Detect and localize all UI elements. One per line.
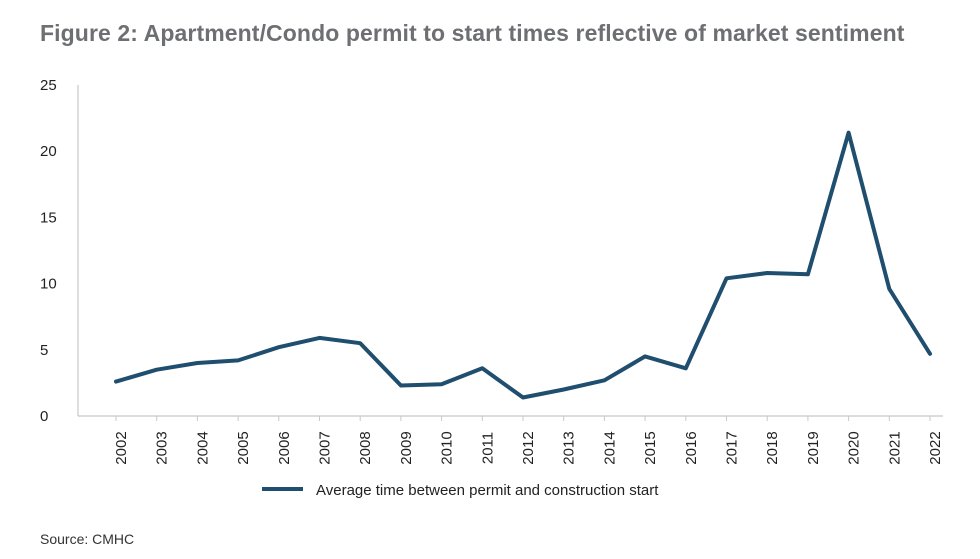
x-tick-label: 2003	[154, 431, 171, 464]
data-point	[155, 368, 159, 372]
x-tick-label: 2004	[194, 431, 211, 464]
chart-title: Figure 2: Apartment/Condo permit to star…	[40, 20, 905, 46]
x-tick-label: 2018	[764, 431, 781, 464]
series-line	[114, 130, 932, 400]
data-point	[358, 341, 362, 345]
data-point	[684, 366, 688, 370]
data-point	[887, 287, 891, 291]
x-tick-label: 2011	[479, 432, 496, 464]
data-point	[480, 366, 484, 370]
axes	[77, 85, 943, 417]
y-tick-label: 10	[40, 276, 57, 293]
data-point	[602, 378, 606, 382]
data-point	[399, 384, 403, 388]
data-point	[806, 272, 810, 276]
x-tick-label: 2012	[520, 431, 537, 464]
x-tick-label: 2006	[276, 431, 293, 464]
x-tick-label: 2020	[846, 431, 863, 464]
y-tick-label: 0	[40, 408, 48, 425]
x-tick-label: 2008	[357, 431, 374, 464]
legend: Average time between permit and construc…	[262, 482, 659, 499]
x-tick-label: 2019	[805, 431, 822, 464]
data-point	[195, 361, 199, 365]
data-point	[521, 395, 525, 399]
data-point	[562, 388, 566, 392]
data-point	[277, 345, 281, 349]
x-tick-label: 2005	[235, 431, 252, 464]
x-tick-label: 2022	[927, 431, 944, 464]
data-point	[928, 352, 932, 356]
series-group	[114, 130, 932, 400]
data-point	[765, 271, 769, 275]
legend-label: Average time between permit and construc…	[316, 482, 659, 499]
x-tick-label: 2002	[113, 431, 130, 464]
x-tick-label: 2016	[683, 431, 700, 464]
x-tick-label: 2009	[398, 431, 415, 464]
data-point	[643, 354, 647, 358]
x-tick-label: 2017	[724, 431, 741, 464]
x-tick-label: 2007	[317, 431, 334, 464]
y-tick-label: 20	[40, 143, 57, 160]
source-note: Source: CMHC	[40, 531, 135, 547]
x-tick-label: 2013	[561, 431, 578, 464]
x-tick-label: 2021	[886, 431, 903, 464]
y-tick-label: 15	[40, 209, 57, 226]
data-point	[847, 131, 851, 135]
data-point	[440, 382, 444, 386]
data-point	[318, 336, 321, 340]
y-tick-label: 5	[40, 342, 48, 359]
y-tick-labels: 0 5 10 15 20 25	[40, 77, 57, 425]
data-point	[236, 358, 240, 362]
x-tick-label: 2015	[642, 431, 659, 464]
x-tick-labels: 2002 2003 2004 2005 2006 2007 2008 2009 2010 2011…	[113, 416, 944, 465]
y-tick-label: 25	[40, 77, 57, 94]
x-tick-label: 2014	[601, 431, 618, 464]
data-point	[725, 276, 728, 280]
x-tick-label: 2010	[439, 431, 456, 464]
data-point	[114, 380, 118, 384]
